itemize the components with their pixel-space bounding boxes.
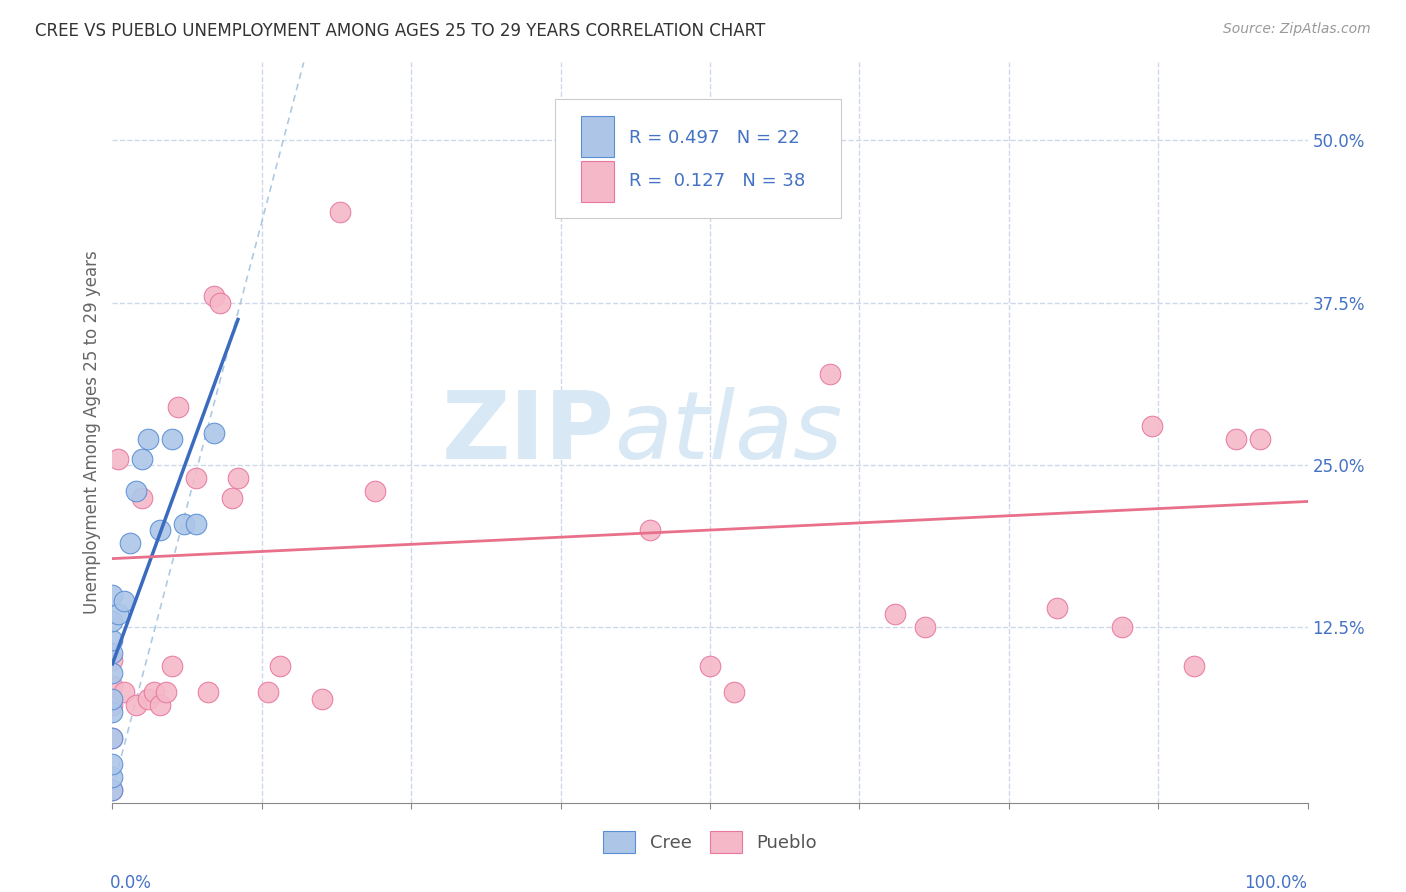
Point <box>101 782 124 797</box>
Point <box>149 698 172 713</box>
Point <box>125 484 148 499</box>
Point <box>818 367 841 381</box>
Point <box>101 588 124 602</box>
Point <box>226 471 249 485</box>
Text: CREE VS PUEBLO UNEMPLOYMENT AMONG AGES 25 TO 29 YEARS CORRELATION CHART: CREE VS PUEBLO UNEMPLOYMENT AMONG AGES 2… <box>35 22 765 40</box>
Point <box>162 659 183 673</box>
Point <box>1225 432 1247 446</box>
Point <box>125 698 148 713</box>
Point <box>138 692 160 706</box>
Point <box>131 451 153 466</box>
Point <box>1249 432 1271 446</box>
Point <box>173 516 195 531</box>
Point <box>138 432 160 446</box>
Point <box>143 685 166 699</box>
Point <box>221 491 243 505</box>
Point <box>167 400 190 414</box>
Point <box>101 731 124 745</box>
Point <box>149 523 172 537</box>
FancyBboxPatch shape <box>554 99 842 218</box>
Point <box>101 665 124 680</box>
Point <box>101 614 124 628</box>
Point <box>101 653 124 667</box>
Point <box>257 685 280 699</box>
Point <box>914 620 936 634</box>
FancyBboxPatch shape <box>581 161 614 202</box>
Point <box>114 594 135 608</box>
Y-axis label: Unemployment Among Ages 25 to 29 years: Unemployment Among Ages 25 to 29 years <box>83 251 101 615</box>
Legend: Cree, Pueblo: Cree, Pueblo <box>596 824 824 861</box>
Point <box>364 484 387 499</box>
Point <box>311 692 333 706</box>
Point <box>120 536 142 550</box>
Point <box>155 685 177 699</box>
Point <box>1046 601 1069 615</box>
Text: ZIP: ZIP <box>441 386 614 479</box>
Point <box>209 295 232 310</box>
Point <box>1142 419 1164 434</box>
Text: 100.0%: 100.0% <box>1244 874 1308 892</box>
Point <box>162 432 183 446</box>
Point <box>640 523 662 537</box>
Point <box>186 471 208 485</box>
Point <box>202 425 225 440</box>
Point <box>101 633 124 648</box>
Point <box>101 770 124 784</box>
Text: atlas: atlas <box>614 387 842 478</box>
FancyBboxPatch shape <box>581 117 614 157</box>
Point <box>699 659 721 673</box>
Point <box>723 685 745 699</box>
Point <box>269 659 291 673</box>
Point <box>114 685 135 699</box>
Point <box>197 685 219 699</box>
Point <box>101 692 124 706</box>
Point <box>101 647 124 661</box>
Point <box>107 607 129 622</box>
Point <box>101 679 124 693</box>
Text: Source: ZipAtlas.com: Source: ZipAtlas.com <box>1223 22 1371 37</box>
Point <box>202 289 225 303</box>
Point <box>1111 620 1133 634</box>
Text: R =  0.127   N = 38: R = 0.127 N = 38 <box>628 172 806 190</box>
Point <box>131 491 153 505</box>
Text: R = 0.497   N = 22: R = 0.497 N = 22 <box>628 129 800 147</box>
Point <box>101 756 124 771</box>
Point <box>884 607 907 622</box>
Point <box>107 451 129 466</box>
Point <box>101 782 124 797</box>
Point <box>329 204 352 219</box>
Point <box>101 698 124 713</box>
Point <box>101 731 124 745</box>
Point <box>186 516 208 531</box>
Point <box>101 705 124 719</box>
Text: 0.0%: 0.0% <box>110 874 152 892</box>
Point <box>1182 659 1205 673</box>
